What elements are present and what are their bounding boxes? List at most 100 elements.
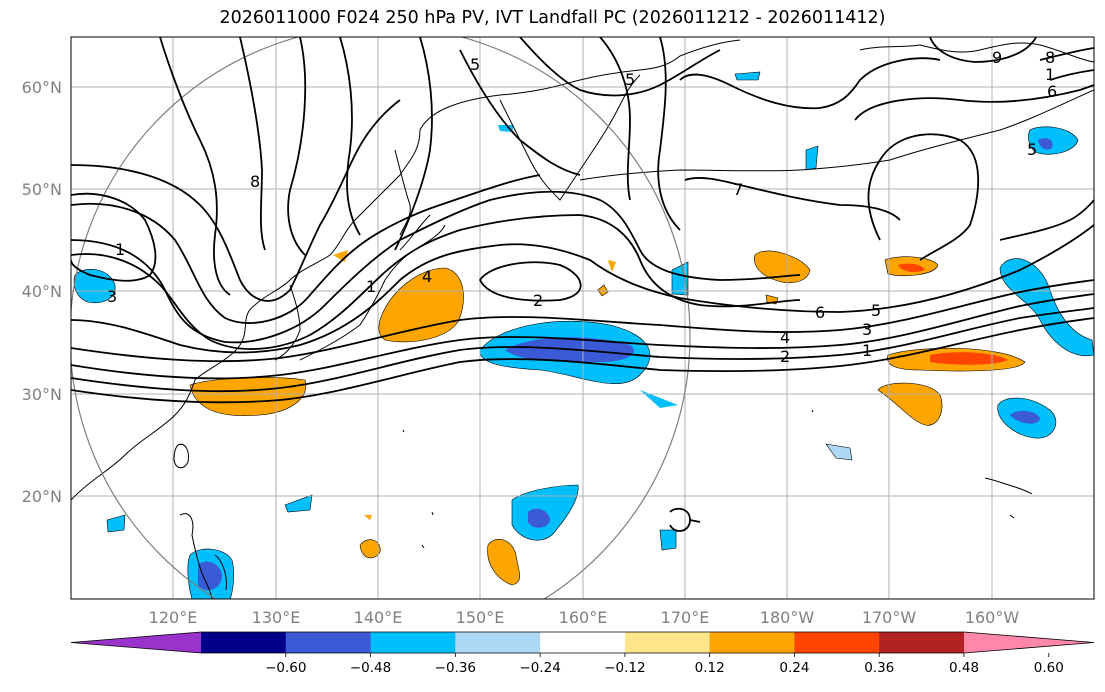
pv-contour bbox=[867, 133, 980, 261]
colorbar-segment bbox=[201, 632, 287, 653]
contour-label: 7 bbox=[733, 180, 743, 199]
lat-label: 30°N bbox=[22, 385, 62, 404]
pv-contours bbox=[71, 37, 1094, 532]
pv-contour bbox=[71, 307, 1094, 393]
colorbar-tick-label: −0.48 bbox=[350, 660, 391, 676]
pv-contour bbox=[854, 84, 1094, 121]
pv-contour bbox=[1049, 69, 1094, 81]
colorbar-segment bbox=[285, 632, 372, 653]
colorbar-segment bbox=[540, 632, 626, 653]
lat-label: 20°N bbox=[22, 487, 62, 506]
pv-contour bbox=[1039, 47, 1094, 61]
negative-anomaly-patch bbox=[999, 258, 1094, 357]
coastline-korea bbox=[274, 284, 301, 361]
contour-label: 1 bbox=[366, 277, 376, 296]
coastline-island bbox=[402, 409, 1015, 549]
colorbar-segment bbox=[455, 632, 541, 653]
colorbar-segment bbox=[879, 632, 965, 653]
coastlines bbox=[71, 39, 1094, 599]
lon-label: 130°E bbox=[252, 608, 301, 627]
lat-label: 60°N bbox=[22, 78, 62, 97]
colorbar-tick-label: −0.12 bbox=[604, 660, 645, 676]
colorbar-tick-label: −0.60 bbox=[265, 660, 306, 676]
positive-anomaly-patch bbox=[359, 539, 381, 559]
colorbar-tick-label: 0.24 bbox=[779, 660, 809, 676]
negative-anomaly-patch bbox=[734, 71, 761, 81]
negative-anomaly-core bbox=[528, 508, 550, 528]
coastline-asia bbox=[71, 39, 741, 501]
contour-label: 1 bbox=[862, 341, 872, 360]
pv-contour bbox=[459, 49, 581, 176]
colorbar: −0.60 −0.48 −0.36 −0.24 −0.12 0.12 0.24 0.36 0.4… bbox=[70, 631, 1095, 676]
pv-contour bbox=[519, 37, 721, 97]
lon-label: 160°E bbox=[559, 608, 608, 627]
map-panel: 5 5 9 8 1 6 5 8 1 3 1 4 2 7 6 5 4 3 2 1 bbox=[70, 36, 1095, 600]
lon-label: 120°E bbox=[149, 608, 198, 627]
coastline-hawaii bbox=[984, 477, 1033, 495]
colorbar-segment bbox=[624, 632, 711, 653]
colorbar-tick-label: −0.36 bbox=[435, 660, 476, 676]
contour-label: 1 bbox=[115, 240, 125, 259]
coastline-kamchatka bbox=[499, 74, 641, 201]
colorbar-outline bbox=[70, 631, 1095, 654]
coastline-taiwan bbox=[173, 443, 189, 469]
lon-label: 160°W bbox=[965, 608, 1020, 627]
negative-anomaly-patch bbox=[106, 514, 126, 533]
pv-contour bbox=[71, 99, 401, 302]
contour-label: 2 bbox=[533, 291, 543, 310]
colorbar-segment bbox=[709, 632, 795, 653]
contour-label: 2 bbox=[780, 347, 790, 366]
colorbar-tick-label: −0.24 bbox=[519, 660, 560, 676]
pv-contour bbox=[71, 279, 1094, 363]
negative-anomaly-patch bbox=[805, 145, 819, 171]
pv-contour bbox=[929, 37, 1037, 63]
lon-label: 180°W bbox=[760, 608, 815, 627]
negative-anomaly-core bbox=[1010, 410, 1040, 424]
contour-label: 6 bbox=[1047, 82, 1057, 101]
contour-labels: 5 5 9 8 1 6 5 8 1 3 1 4 2 7 6 5 4 3 2 1 bbox=[107, 48, 1057, 366]
contour-label: 8 bbox=[1045, 48, 1055, 67]
contour-label: 8 bbox=[250, 172, 260, 191]
map-frame bbox=[70, 36, 1095, 600]
lon-label: 140°E bbox=[354, 608, 403, 627]
pv-contour bbox=[71, 224, 1094, 354]
positive-anomaly-patch bbox=[364, 515, 372, 520]
pv-contour bbox=[339, 37, 361, 236]
pv-contour bbox=[239, 37, 266, 251]
longitude-labels: 120°E 130°E 140°E 150°E 160°E 170°E 180°… bbox=[149, 608, 1020, 627]
contour-label: 5 bbox=[625, 70, 635, 89]
contour-label: 9 bbox=[992, 48, 1002, 67]
contour-label: 3 bbox=[107, 287, 117, 306]
pv-contour bbox=[999, 199, 1094, 241]
coastline-alaska bbox=[859, 42, 1094, 161]
pv-contour bbox=[287, 37, 307, 256]
positive-anomaly-core bbox=[898, 263, 925, 273]
pv-contour bbox=[71, 190, 801, 344]
lon-label: 170°E bbox=[661, 608, 710, 627]
lon-label: 170°W bbox=[862, 608, 917, 627]
contour-label: 4 bbox=[780, 328, 790, 347]
negative-anomaly-patch bbox=[1028, 126, 1079, 155]
colorbar-tick-label: 0.48 bbox=[949, 660, 979, 676]
pv-contour bbox=[71, 293, 1094, 380]
pv-contour bbox=[657, 37, 681, 231]
colorbar-extension-low bbox=[71, 632, 201, 653]
lon-label: 150°E bbox=[456, 608, 505, 627]
contour-label: 4 bbox=[422, 267, 432, 286]
contour-label: 3 bbox=[862, 320, 872, 339]
contour-label: 5 bbox=[871, 301, 881, 320]
colorbar-tick-label: 0.36 bbox=[864, 660, 894, 676]
pv-contour bbox=[599, 37, 631, 201]
pv-contour bbox=[669, 507, 701, 532]
pv-contour bbox=[71, 192, 157, 282]
positive-anomaly-patch bbox=[608, 260, 616, 272]
negative-anomaly-core bbox=[198, 561, 222, 591]
colorbar-extension-high bbox=[964, 632, 1094, 653]
coastline-philippines bbox=[179, 513, 227, 599]
pv-contour bbox=[71, 174, 541, 324]
colorbar-tick-label: 0.12 bbox=[695, 660, 725, 676]
contour-label: 1 bbox=[1045, 65, 1055, 84]
coastline-aleutians bbox=[579, 159, 891, 181]
latitude-labels: 60°N 50°N 40°N 30°N 20°N bbox=[22, 78, 62, 506]
